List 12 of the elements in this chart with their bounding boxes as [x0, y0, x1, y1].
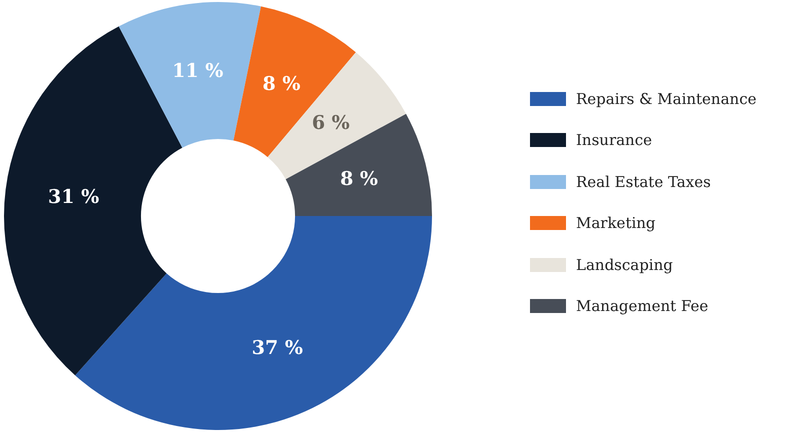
legend-label: Insurance — [576, 131, 652, 150]
data-label: 8 % — [262, 72, 300, 95]
legend-label: Marketing — [576, 214, 656, 232]
legend-label: Landscaping — [576, 256, 673, 274]
data-label: 11 % — [172, 60, 224, 82]
data-label: 8 % — [340, 168, 378, 190]
legend-label: Real Estate Taxes — [576, 172, 711, 191]
legend-label: Repairs & Maintenance — [576, 90, 756, 108]
data-label: 6 % — [312, 112, 350, 134]
legend-label: Management Fee — [576, 297, 708, 316]
data-label: 31 % — [48, 186, 100, 208]
data-label: 37 % — [252, 336, 303, 359]
